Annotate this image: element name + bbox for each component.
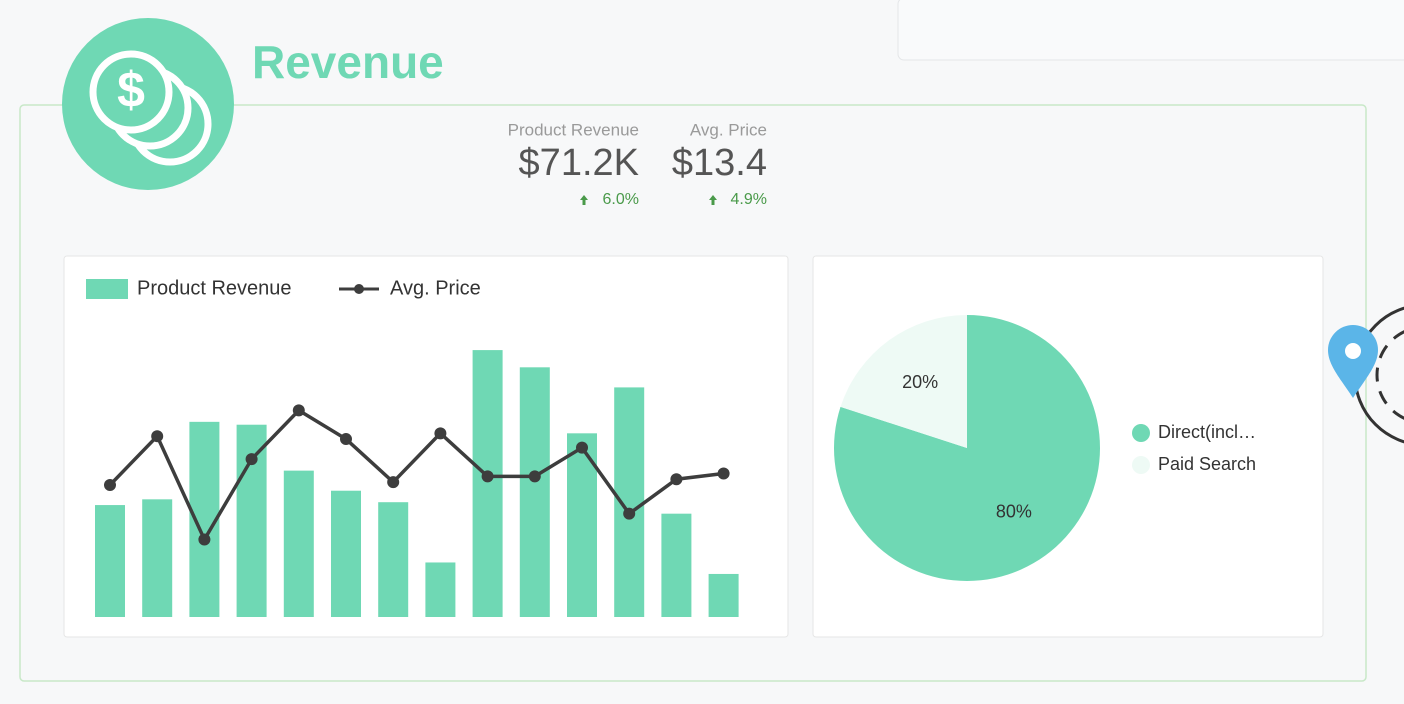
bar: [708, 573, 739, 617]
kpi-value: $13.4: [672, 142, 767, 184]
coin-icon: $: [62, 18, 234, 190]
line-point: [340, 433, 352, 446]
legend-label: Paid Search: [1158, 454, 1256, 474]
kpi-label: Product Revenue: [508, 120, 639, 139]
line-point: [670, 473, 683, 486]
line-point: [481, 470, 494, 483]
bar: [283, 470, 314, 617]
kpi-change: 4.9%: [731, 191, 767, 208]
line-point: [623, 507, 636, 520]
pie-slice: [834, 315, 1101, 581]
line-point: [387, 476, 400, 489]
line-point: [434, 427, 447, 440]
slice-label: 20%: [902, 372, 938, 392]
bar: [519, 367, 550, 617]
kpi-label: Avg. Price: [690, 120, 767, 139]
bar: [95, 505, 125, 617]
line-point: [717, 467, 730, 480]
legend-swatch: [1132, 456, 1150, 474]
title: Revenue: [252, 36, 444, 88]
line: [108, 408, 724, 544]
legend-label: Direct(incl…: [1158, 422, 1256, 442]
bar: [425, 562, 456, 617]
line-point: [151, 430, 164, 443]
line-point: [245, 453, 258, 466]
charts: Product Revenue Avg. Price 80% Direct(incl……: [86, 277, 1256, 617]
pie-slice: [840, 315, 967, 448]
kpi-change: 6.0%: [603, 191, 639, 208]
svg-text:$: $: [117, 62, 145, 118]
slice-label: 80%: [996, 501, 1032, 521]
bar: [472, 350, 503, 617]
legend-dot: [354, 284, 364, 294]
legend-label: Product Revenue: [137, 277, 292, 299]
bar: [331, 490, 361, 617]
legend-label: Avg. Price: [390, 277, 481, 299]
bar: [378, 502, 409, 617]
up-arrow: [709, 195, 717, 205]
legend-swatch: [1132, 424, 1150, 442]
line-point: [104, 478, 116, 491]
kpi-value: $71.2K: [519, 142, 639, 184]
map-icon: [1328, 306, 1404, 444]
bar: [142, 499, 173, 617]
bar: [661, 513, 692, 617]
line-point: [528, 470, 541, 483]
legend-swatch: [86, 279, 128, 299]
bar: [614, 387, 645, 617]
line-point: [292, 404, 305, 417]
line-point: [576, 441, 588, 454]
up-arrow: [580, 195, 588, 205]
top-panel: [897, 0, 1404, 61]
line-point: [198, 533, 211, 546]
